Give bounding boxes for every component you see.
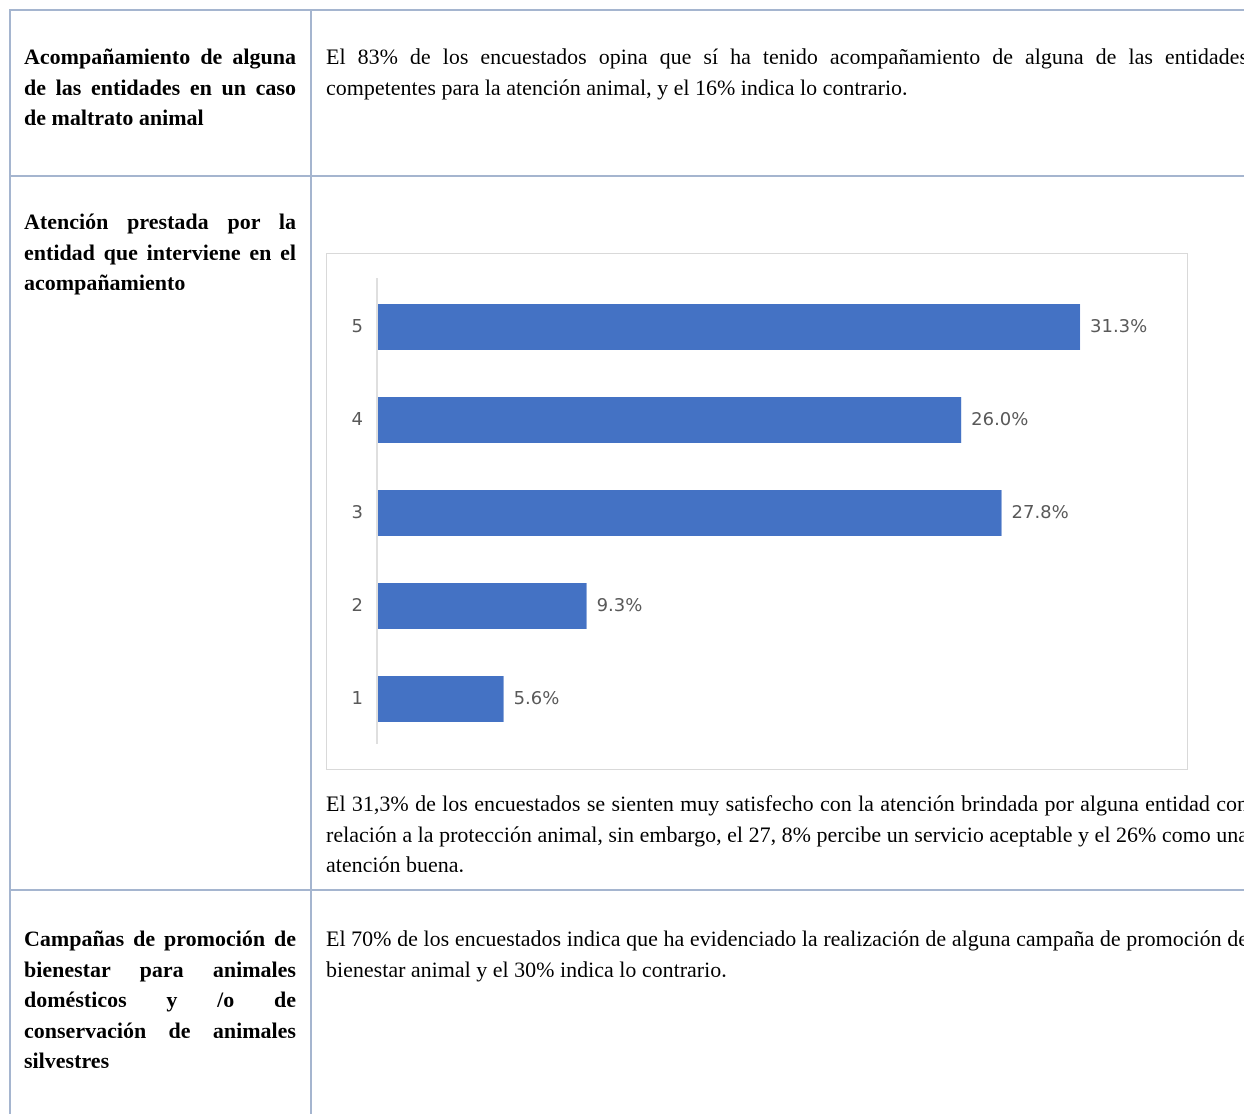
bar	[378, 583, 587, 629]
data-label: 26.0%	[971, 409, 1028, 430]
y-tick-label: 4	[352, 409, 363, 430]
y-tick-label: 1	[352, 688, 363, 709]
data-label: 9.3%	[597, 595, 643, 616]
row-label: Acompañamiento de alguna de las entidade…	[24, 44, 296, 130]
table-border	[10, 175, 1244, 177]
row-text: El 83% de los encuestados opina que sí h…	[326, 44, 1244, 100]
bar-chart: 1 5.6% 2 9.3% 3 27.8% 4 26.0% 5 31.3%	[326, 253, 1188, 770]
data-label: 27.8%	[1012, 502, 1069, 523]
bar	[378, 304, 1081, 350]
table-border	[10, 9, 1244, 11]
table-border	[9, 9, 11, 1114]
y-tick-label: 3	[352, 502, 363, 523]
bar	[378, 490, 1002, 536]
row-text: El 31,3% de los encuestados se sienten m…	[326, 791, 1244, 877]
y-tick-label: 2	[352, 595, 363, 616]
bar	[378, 397, 962, 443]
y-tick-label: 5	[352, 316, 363, 337]
row-label: Campañas de promoción de bienestar para …	[24, 926, 296, 1073]
bar	[378, 676, 504, 722]
table-border	[310, 9, 312, 1114]
data-label: 5.6%	[514, 688, 560, 709]
table-border	[10, 889, 1244, 891]
row-label: Atención prestada por la entidad que int…	[24, 209, 296, 295]
data-label: 31.3%	[1090, 316, 1147, 337]
row-text: El 70% de los encuestados indica que ha …	[326, 926, 1244, 982]
